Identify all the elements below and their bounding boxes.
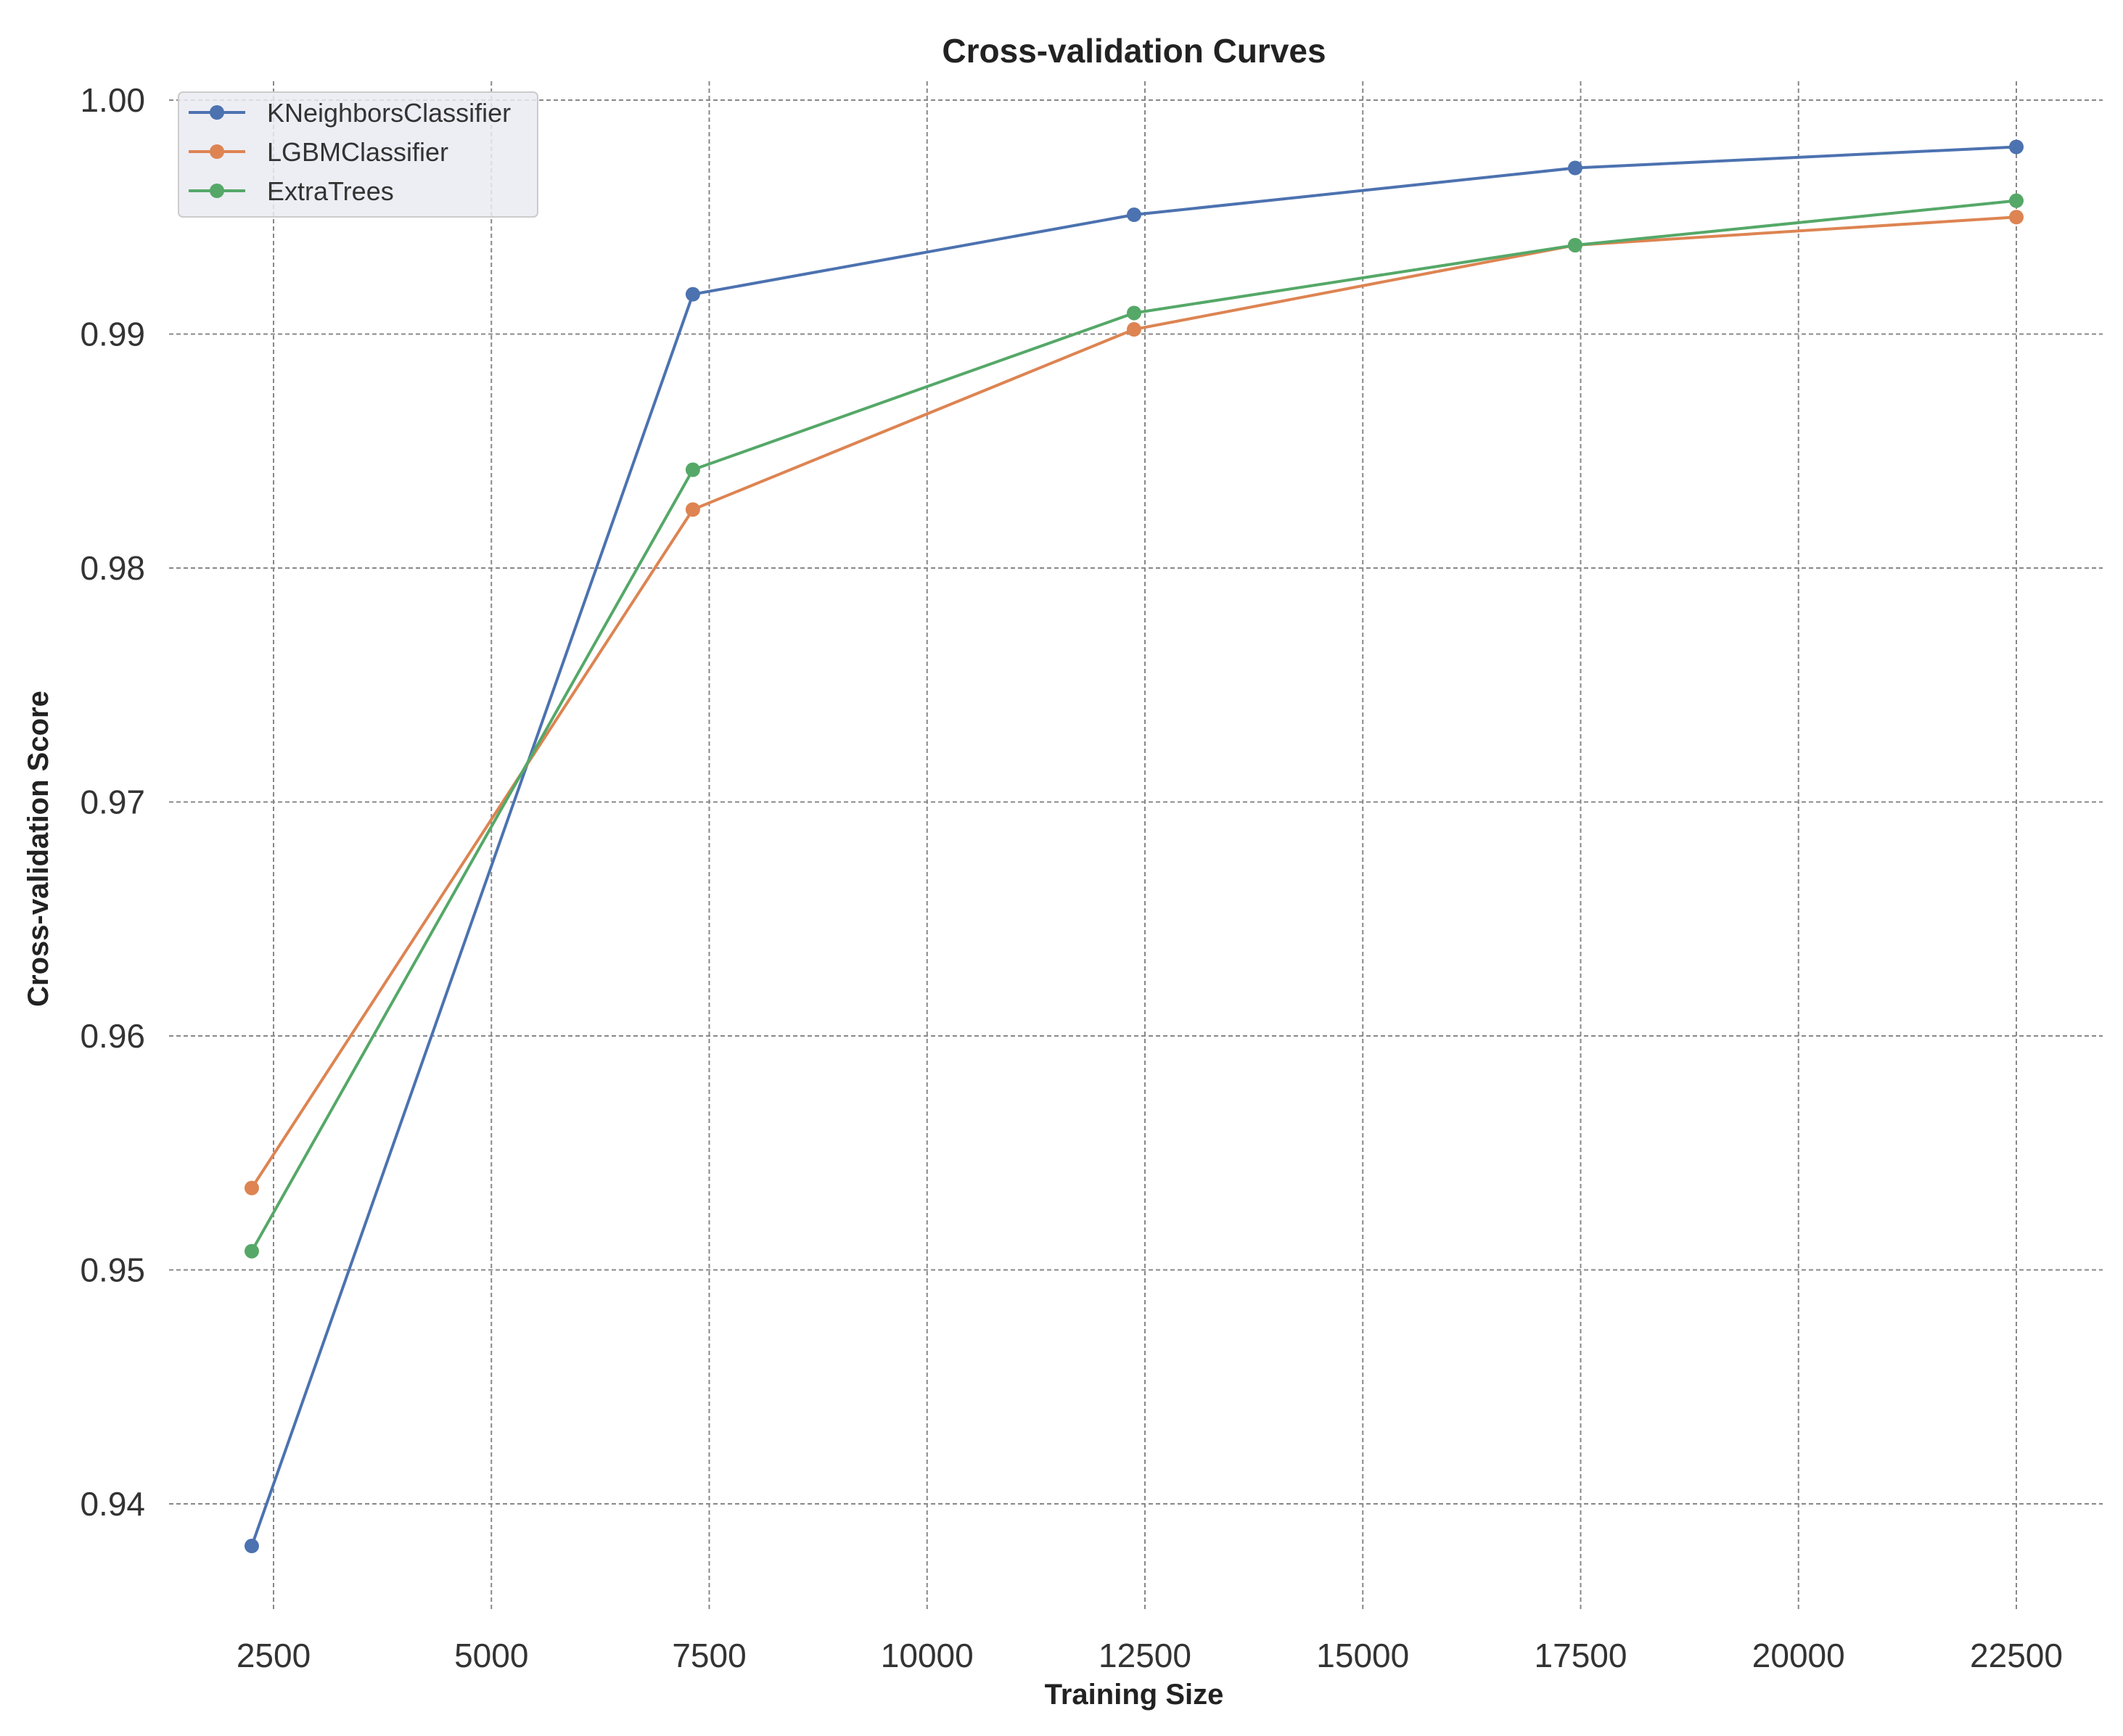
x-tick-label: 7500 [672, 1637, 746, 1674]
legend-marker [210, 105, 224, 120]
y-tick-label: 1.00 [80, 81, 145, 119]
data-point [685, 462, 700, 477]
x-axis-label: Training Size [1045, 1679, 1224, 1711]
y-tick-label: 0.99 [80, 316, 145, 353]
x-tick-label: 10000 [881, 1637, 974, 1674]
series-line [250, 145, 2017, 1547]
data-point [685, 502, 700, 517]
x-tick-label: 22500 [1970, 1637, 2063, 1674]
y-tick-label: 0.96 [80, 1017, 145, 1055]
y-tick-label: 0.94 [80, 1485, 145, 1523]
series-line [250, 215, 2017, 1189]
series-line [250, 199, 2017, 1252]
x-tick-label: 2500 [237, 1637, 311, 1674]
y-axis-label: Cross-validation Score [22, 691, 54, 1007]
data-point [2009, 210, 2024, 225]
series-lines [244, 139, 2024, 1554]
x-tick-labels: 2500 5000 7500 10000 12500 15000 17500 20000 225… [237, 1637, 2063, 1674]
data-point [244, 1243, 259, 1259]
legend-marker [210, 184, 224, 198]
x-tick-label: 5000 [454, 1637, 528, 1674]
y-tick-label: 0.95 [80, 1251, 145, 1289]
x-tick-label: 15000 [1316, 1637, 1409, 1674]
y-tick-label: 0.98 [80, 549, 145, 587]
legend-marker [210, 144, 224, 159]
legend-label: LGBMClassifier [267, 137, 448, 167]
legend-label: ExtraTrees [267, 176, 394, 206]
data-point [244, 1539, 259, 1554]
y-tick-label: 0.97 [80, 783, 145, 821]
data-point [1567, 160, 1582, 176]
data-point [2009, 139, 2024, 155]
data-point [244, 1180, 259, 1196]
x-tick-label: 20000 [1752, 1637, 1845, 1674]
data-point [685, 287, 700, 302]
data-point [2009, 193, 2024, 208]
legend-box [178, 91, 538, 218]
data-point [1126, 305, 1141, 321]
chart-title: Cross-validation Curves [942, 32, 1326, 70]
y-tick-labels: 0.94 0.95 0.96 0.97 0.98 0.99 1.00 [80, 81, 145, 1523]
data-point [1126, 322, 1141, 337]
legend-label: KNeighborsClassifier [267, 98, 511, 128]
x-tick-label: 17500 [1535, 1637, 1627, 1674]
x-tick-label: 12500 [1099, 1637, 1191, 1674]
data-point [1126, 207, 1141, 223]
legend: KNeighborsClassifier LGBMClassifier ExtraT… [178, 91, 538, 218]
data-point [1567, 237, 1582, 252]
